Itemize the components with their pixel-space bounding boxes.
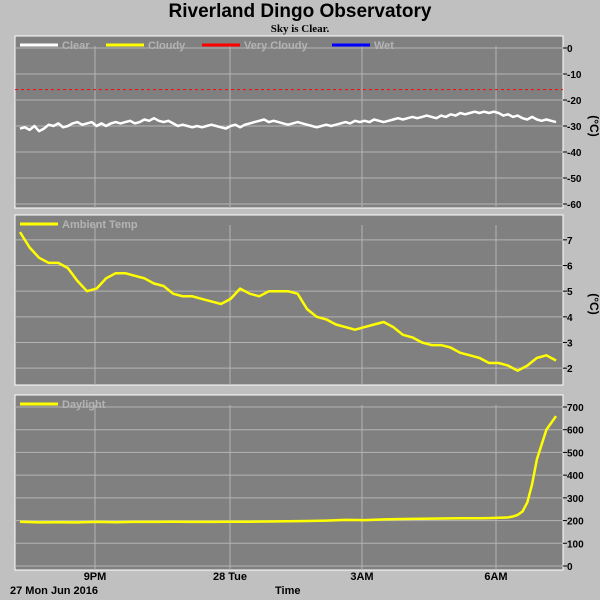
- panel-3-y-tick-label: 500: [567, 448, 584, 459]
- panel-3-background: [14, 394, 564, 571]
- panel-1-legend-label: Wet: [374, 40, 394, 52]
- sky-status: Sky is Clear.: [270, 23, 330, 35]
- panel-2-y-tick-label: 2: [567, 364, 573, 375]
- panel-1-y-tick-label: -60: [567, 200, 582, 211]
- panel-3-y-tick-label: 700: [567, 403, 584, 414]
- panel-2-y-tick-label: 4: [567, 313, 573, 324]
- panel-2-y-tick-label: 3: [567, 339, 573, 350]
- panel-3-y-tick-label: 200: [567, 517, 584, 528]
- panel-2-series-ambient-temp: [18, 231, 557, 372]
- panel-3-series-daylight: [19, 415, 558, 524]
- panel-1-y-tick-label: -40: [567, 148, 582, 159]
- panel-1-y-tick-label: -20: [567, 96, 582, 107]
- panel-1-y-tick-label: -10: [567, 70, 582, 81]
- panel-2-y-tick-label: 5: [567, 287, 573, 298]
- panel-3-y-tick-label: 600: [567, 426, 584, 437]
- panel-1-y-tick-label: 0: [567, 44, 573, 55]
- panel-1-background: [14, 35, 564, 209]
- x-tick-label: 6AM: [484, 571, 507, 583]
- panel-3-y-tick-label: 300: [567, 494, 584, 505]
- panel-2-y-axis-label: (°C): [587, 293, 600, 314]
- x-axis-label: Time: [275, 585, 301, 597]
- panel-3-y-tick-label: 0: [567, 562, 573, 573]
- chart-title: Riverland Dingo Observatory: [168, 1, 432, 22]
- panel-1-legend-label: Very Cloudy: [244, 40, 308, 52]
- x-tick-label: 9PM: [84, 571, 107, 583]
- panel-1-legend-label: Clear: [62, 40, 90, 52]
- panel-3-y-tick-label: 100: [567, 539, 584, 550]
- panel-1-legend-label: Cloudy: [148, 40, 186, 52]
- panel-2-y-tick-label: 6: [567, 262, 573, 273]
- panel-1-y-tick-label: -30: [567, 122, 582, 133]
- panel-1-y-tick-label: -50: [567, 174, 582, 185]
- panel-2-y-tick-label: 7: [567, 236, 573, 247]
- date-label: 27 Mon Jun 2016: [10, 585, 99, 597]
- panel-1-series-clear: [19, 110, 557, 133]
- panel-2-legend-label: Ambient Temp: [62, 219, 138, 231]
- panel-1-y-axis-label: (°C): [587, 115, 600, 136]
- x-tick-label: 3AM: [350, 571, 373, 583]
- x-tick-label: 28 Tue: [213, 571, 247, 583]
- panel-3-legend-label: Daylight: [62, 399, 106, 411]
- panel-3-y-tick-label: 400: [567, 471, 584, 482]
